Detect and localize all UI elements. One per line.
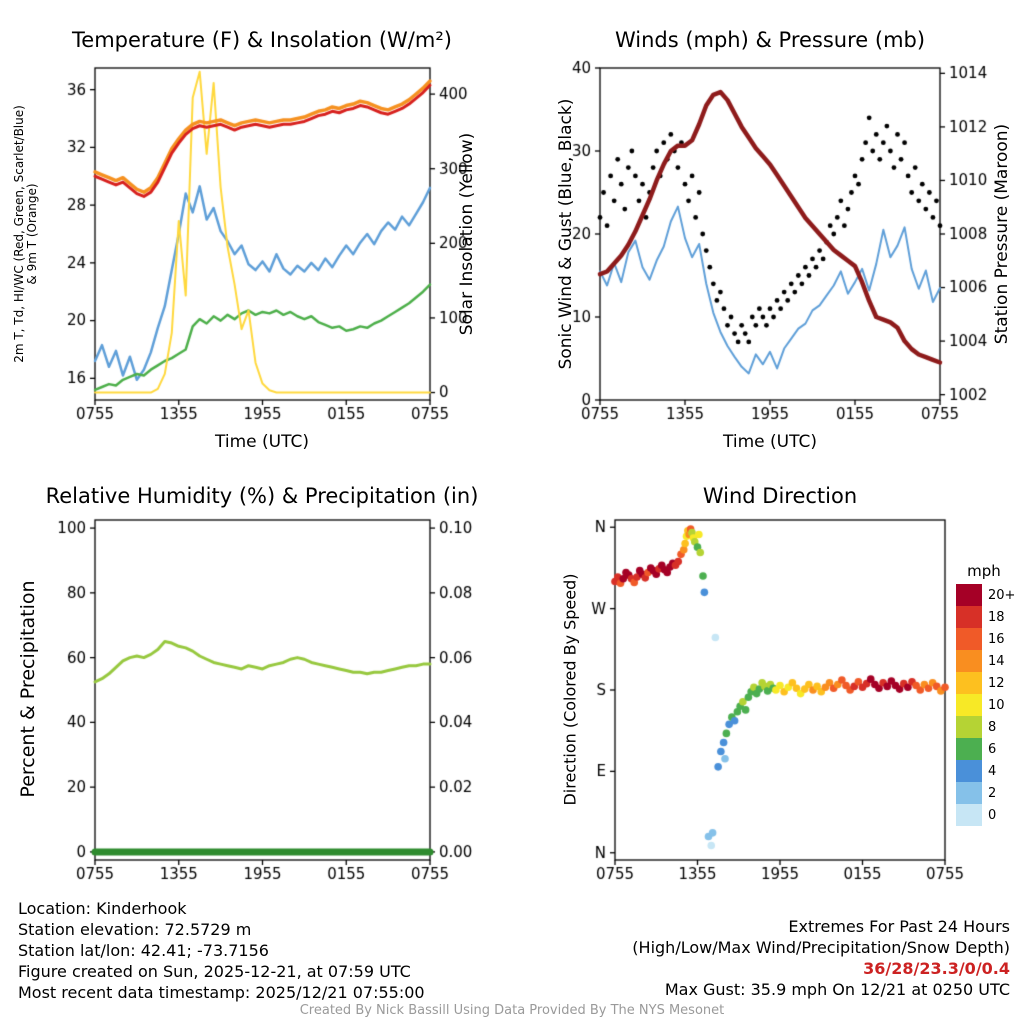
temperature-insolation-chart (0, 0, 512, 478)
colorbar-label: 8 (988, 719, 997, 735)
wind-direction-title: Wind Direction (702, 484, 858, 508)
humidity-chart-title: Relative Humidity (%) & Precipitation (i… (45, 484, 479, 508)
wind-speed-colorbar: mph 20+ 18 16 14 12 10 8 6 4 2 0 (956, 562, 1024, 826)
colorbar-row: 2 (956, 782, 1024, 804)
colorbar-title: mph (967, 562, 1001, 580)
humidity-precip-panel: Relative Humidity (%) & Precipitation (i… (0, 478, 512, 890)
wind-direction-panel: Wind Direction Direction (Colored By Spe… (512, 478, 1024, 890)
winds-pressure-panel: Winds (mph) & Pressure (mb) Sonic Wind &… (512, 0, 1024, 478)
winds-pressure-chart (512, 0, 1024, 478)
colorbar-row: 8 (956, 716, 1024, 738)
colorbar-swatch (956, 782, 982, 804)
colorbar-label: 4 (988, 763, 997, 779)
winds-chart-title: Winds (mph) & Pressure (mb) (614, 28, 926, 52)
colorbar-swatch (956, 650, 982, 672)
station-location: Location: Kinderhook (18, 899, 187, 918)
extremes-subtitle: (High/Low/Max Wind/Precipitation/Snow De… (632, 938, 1010, 957)
colorbar-label: 14 (988, 653, 1005, 669)
winds-xaxis-label: Time (UTC) (723, 432, 817, 452)
station-latlon: Station lat/lon: 42.41; -73.7156 (18, 941, 269, 960)
station-info: Location: Kinderhook Station elevation: … (18, 898, 425, 1003)
credit-line: Created By Nick Bassill Using Data Provi… (299, 1003, 725, 1018)
colorbar-swatch (956, 760, 982, 782)
colorbar-swatch (956, 804, 982, 826)
extremes-info: Extremes For Past 24 Hours (High/Low/Max… (632, 916, 1010, 1000)
colorbar-swatch (956, 716, 982, 738)
temperature-chart-title: Temperature (F) & Insolation (W/m²) (72, 28, 452, 52)
colorbar-row: 6 (956, 738, 1024, 760)
figure-created: Figure created on Sun, 2025-12-21, at 07… (18, 962, 411, 981)
colorbar-row: 20+ (956, 584, 1024, 606)
colorbar-row: 16 (956, 628, 1024, 650)
colorbar-rows: 20+ 18 16 14 12 10 8 6 4 2 0 (956, 584, 1024, 826)
extremes-values: 36/28/23.3/0/0.4 (863, 959, 1010, 978)
colorbar-label: 0 (988, 807, 997, 823)
colorbar-row: 18 (956, 606, 1024, 628)
data-timestamp: Most recent data timestamp: 2025/12/21 0… (18, 983, 425, 1002)
colorbar-row: 10 (956, 694, 1024, 716)
humidity-precip-chart (0, 478, 512, 890)
colorbar-label: 6 (988, 741, 997, 757)
colorbar-swatch (956, 672, 982, 694)
colorbar-label: 16 (988, 631, 1005, 647)
colorbar-swatch (956, 738, 982, 760)
colorbar-label: 2 (988, 785, 997, 801)
extremes-title: Extremes For Past 24 Hours (788, 917, 1010, 936)
station-elevation: Station elevation: 72.5729 m (18, 920, 252, 939)
colorbar-label: 18 (988, 609, 1005, 625)
colorbar-label: 20+ (988, 587, 1016, 603)
colorbar-swatch (956, 628, 982, 650)
max-gust: Max Gust: 35.9 mph On 12/21 at 0250 UTC (664, 980, 1010, 999)
colorbar-label: 12 (988, 675, 1005, 691)
wind-direction-chart (512, 478, 1024, 890)
temperature-xaxis-label: Time (UTC) (215, 432, 309, 452)
colorbar-swatch (956, 694, 982, 716)
temperature-insolation-panel: Temperature (F) & Insolation (W/m²) 2m T… (0, 0, 512, 478)
colorbar-row: 4 (956, 760, 1024, 782)
colorbar-label: 10 (988, 697, 1005, 713)
colorbar-row: 12 (956, 672, 1024, 694)
colorbar-swatch (956, 584, 982, 606)
colorbar-swatch (956, 606, 982, 628)
colorbar-row: 14 (956, 650, 1024, 672)
colorbar-row: 0 (956, 804, 1024, 826)
